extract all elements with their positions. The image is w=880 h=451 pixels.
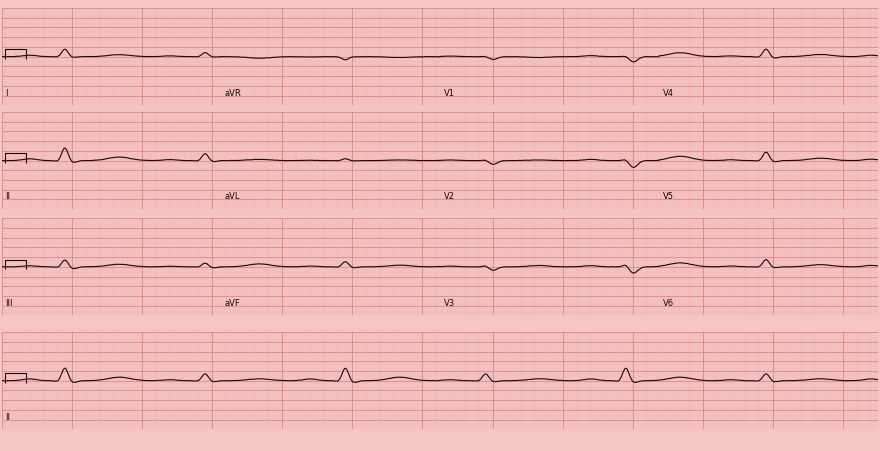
Text: III: III (5, 298, 13, 307)
Text: V2: V2 (444, 192, 454, 201)
Text: II: II (5, 412, 11, 421)
Text: V6: V6 (663, 298, 674, 307)
Text: I: I (5, 88, 8, 97)
Text: aVL: aVL (224, 192, 240, 201)
Text: V3: V3 (444, 298, 455, 307)
Text: V4: V4 (663, 88, 673, 97)
Text: V1: V1 (444, 88, 454, 97)
Text: aVF: aVF (224, 298, 240, 307)
Text: V5: V5 (663, 192, 673, 201)
Text: II: II (5, 192, 11, 201)
Text: aVR: aVR (224, 88, 241, 97)
